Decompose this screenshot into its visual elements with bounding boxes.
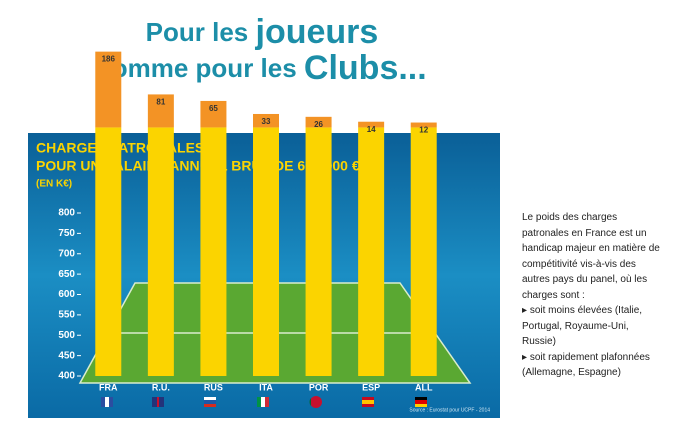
x-tick-label: POR — [309, 382, 329, 392]
flag — [265, 397, 269, 407]
flag — [310, 396, 322, 408]
headline-part: joueurs — [255, 13, 379, 51]
flag — [309, 398, 311, 406]
source: Source : Eurostat pour UCPF - 2014 — [409, 407, 490, 413]
x-tick-label: R.U. — [152, 382, 170, 392]
y-tick-label: 550 — [58, 310, 75, 321]
flag — [204, 400, 216, 404]
bar-segment — [200, 100, 227, 128]
y-tick-label: 700 — [58, 248, 75, 259]
bar-segment — [147, 127, 174, 376]
flag — [157, 397, 159, 407]
bar-segment — [358, 121, 385, 128]
flag — [415, 400, 427, 404]
headline-part: Pour les — [146, 17, 256, 47]
data-label: 81 — [156, 98, 165, 107]
bar-segment — [305, 127, 332, 376]
y-tick-label: 650 — [58, 269, 75, 280]
y-tick-label: 500 — [58, 330, 75, 341]
data-label: 33 — [262, 117, 271, 126]
x-tick-label: ALL — [415, 382, 433, 392]
paragraph: Le poids des charges patronales en Franc… — [522, 212, 660, 301]
headline-part: comme pour les — [97, 53, 304, 83]
bar-segment — [410, 122, 437, 128]
bar-segment — [253, 127, 279, 376]
data-label: 12 — [419, 126, 428, 135]
y-tick-label: 600 — [58, 289, 75, 300]
flag — [204, 404, 216, 407]
bar-segment — [253, 113, 279, 128]
bar-segment — [95, 51, 122, 128]
data-label: 186 — [102, 55, 116, 64]
data-label: 26 — [314, 120, 323, 129]
flag — [105, 397, 109, 407]
x-tick-label: FRA — [99, 382, 118, 392]
x-tick-label: RUS — [204, 382, 223, 392]
flag — [257, 397, 261, 407]
flag — [257, 397, 269, 407]
x-tick-label: ESP — [362, 382, 380, 392]
bullets: soit moins élevées (Italie, Portugal, Ro… — [522, 303, 662, 381]
y-tick-label: 400 — [58, 371, 75, 382]
flag — [415, 404, 427, 407]
headline-1: Pour les joueurs — [146, 13, 379, 51]
y-tick-label: 750 — [58, 228, 75, 239]
bar-segment — [147, 94, 174, 128]
flags — [101, 396, 427, 408]
bullet: soit rapidement plafonnées (Allemagne, E… — [522, 350, 662, 381]
data-label: 14 — [367, 125, 376, 134]
flag — [362, 400, 374, 404]
x-tick-label: ITA — [259, 382, 273, 392]
headline-part: Clubs... — [304, 49, 427, 87]
y-tick-label: 450 — [58, 350, 75, 361]
bar-segment — [358, 127, 385, 376]
unit-label: (EN K€) — [36, 179, 72, 190]
bar-segment — [410, 127, 437, 376]
bullet: soit moins élevées (Italie, Portugal, Ro… — [522, 303, 662, 350]
y-tick-label: 800 — [58, 208, 75, 219]
bar-segment — [200, 127, 227, 376]
headline-2: comme pour les Clubs... — [97, 49, 426, 87]
data-label: 65 — [209, 104, 218, 113]
bar-segment — [305, 116, 332, 128]
side-text: Le poids des charges patronales en Franc… — [522, 210, 662, 381]
bar-segment — [95, 127, 122, 376]
